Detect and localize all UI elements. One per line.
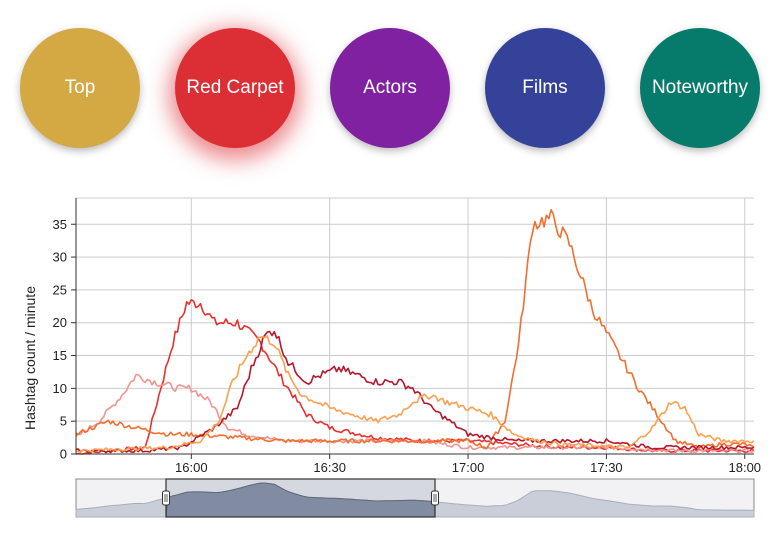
x-tick-label: 17:00	[452, 460, 485, 475]
brush-selection	[165, 478, 436, 518]
x-tick-label: 18:00	[729, 460, 762, 475]
y-tick-label: 5	[60, 414, 67, 429]
y-tick-label: 25	[53, 282, 67, 297]
chart-series	[75, 209, 755, 455]
y-tick-label: 0	[60, 447, 67, 462]
y-tick-label: 10	[53, 381, 67, 396]
series-line-4	[75, 335, 755, 453]
series-line-2	[75, 209, 755, 450]
brush-selection-area	[165, 482, 436, 518]
y-axis-label: Hashtag count / minute	[22, 286, 38, 430]
brush-handle-left[interactable]	[162, 490, 170, 506]
category-nav: Top Red Carpet Actors Films Noteworthy	[0, 0, 780, 180]
noteworthy-button[interactable]: Noteworthy	[640, 28, 760, 148]
top-button[interactable]: Top	[20, 28, 140, 148]
x-tick-label: 17:30	[590, 460, 623, 475]
actors-button[interactable]: Actors	[330, 28, 450, 148]
red-carpet-button[interactable]: Red Carpet	[175, 28, 295, 148]
time-range-brush[interactable]	[75, 478, 755, 518]
chart-grid	[76, 197, 754, 455]
y-tick-label: 15	[53, 348, 67, 363]
y-tick-label: 20	[53, 315, 67, 330]
y-tick-label: 35	[53, 217, 67, 232]
brush-handle-right[interactable]	[431, 490, 439, 506]
films-button[interactable]: Films	[485, 28, 605, 148]
chart-axes: 0 5 10 15 20 25 30 35 16:00 16:30 17:00 17:30 18:00	[53, 198, 762, 475]
x-tick-label: 16:00	[175, 460, 208, 475]
y-tick-label: 30	[53, 250, 67, 265]
x-tick-label: 16:30	[313, 460, 346, 475]
series-line-3	[75, 330, 755, 454]
